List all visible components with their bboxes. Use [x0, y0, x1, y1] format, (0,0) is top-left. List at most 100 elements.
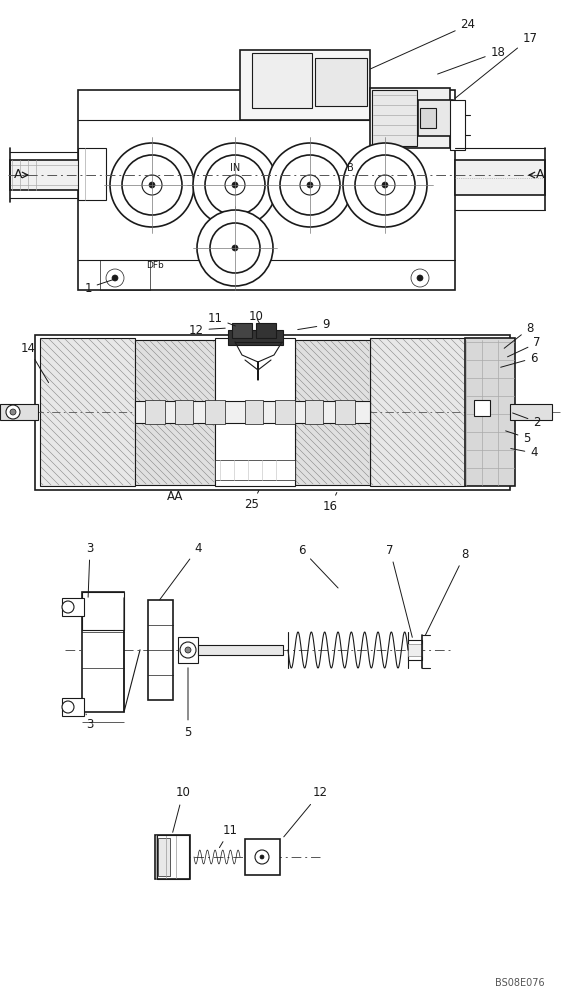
Text: 11: 11 [219, 824, 237, 848]
Bar [148, 600, 173, 700]
Text: 12: 12 [284, 786, 328, 837]
Circle shape [112, 275, 118, 281]
Text: 10: 10 [249, 310, 263, 324]
Bar [370, 338, 465, 486]
Text: 16: 16 [323, 493, 337, 514]
Text: 9: 9 [298, 318, 330, 332]
Text: 5: 5 [506, 431, 531, 444]
Bar [78, 148, 106, 200]
Text: A: A [536, 167, 544, 180]
Bar [135, 340, 215, 485]
Text: 8: 8 [504, 322, 534, 348]
Bar [232, 323, 252, 338]
Bar [455, 160, 545, 195]
Text: BS08E076: BS08E076 [495, 978, 545, 988]
Text: IN: IN [230, 163, 240, 173]
Text: 4: 4 [160, 542, 202, 600]
Text: 14: 14 [20, 342, 49, 383]
Text: 7: 7 [386, 544, 412, 637]
Text: 6: 6 [298, 544, 338, 588]
Circle shape [417, 275, 423, 281]
Bar [510, 404, 552, 420]
Circle shape [307, 182, 313, 188]
Circle shape [343, 143, 427, 227]
Bar [135, 401, 370, 423]
Text: 8: 8 [425, 548, 469, 636]
Text: DFb: DFb [146, 260, 164, 269]
Bar [62, 698, 84, 716]
Text: 5: 5 [184, 668, 192, 738]
Circle shape [185, 647, 191, 653]
Circle shape [122, 155, 182, 215]
Text: 3: 3 [86, 714, 94, 730]
Text: 10: 10 [173, 786, 191, 832]
Text: 1: 1 [84, 279, 116, 294]
Bar [215, 460, 295, 480]
Circle shape [142, 175, 162, 195]
Bar [62, 598, 84, 616]
Bar [335, 400, 355, 424]
Circle shape [355, 155, 415, 215]
Circle shape [205, 155, 265, 215]
Circle shape [110, 143, 194, 227]
Text: 7: 7 [508, 336, 541, 357]
Circle shape [260, 855, 264, 859]
Text: 3: 3 [86, 542, 94, 597]
Text: 2: 2 [513, 413, 541, 428]
Circle shape [280, 155, 340, 215]
Circle shape [180, 642, 196, 658]
Bar [10, 160, 80, 190]
Text: A: A [14, 167, 22, 180]
Bar [372, 90, 417, 146]
Circle shape [232, 182, 238, 188]
Bar [158, 838, 170, 876]
Bar [82, 592, 124, 712]
Circle shape [193, 143, 277, 227]
Bar [40, 338, 135, 486]
Bar [245, 839, 280, 875]
Bar [450, 100, 465, 150]
Circle shape [232, 245, 238, 251]
Circle shape [62, 701, 74, 713]
Circle shape [300, 175, 320, 195]
Text: 12: 12 [188, 324, 225, 336]
Circle shape [197, 210, 273, 286]
Bar [228, 330, 283, 345]
Bar [198, 645, 283, 655]
Text: B: B [347, 163, 354, 173]
Bar [420, 108, 436, 128]
Bar [100, 260, 150, 290]
Bar [245, 400, 263, 424]
Circle shape [225, 175, 245, 195]
Bar [0, 404, 38, 420]
Bar [408, 644, 422, 656]
Circle shape [375, 175, 395, 195]
Bar [155, 835, 190, 879]
Text: 4: 4 [511, 446, 537, 460]
Bar [175, 400, 193, 424]
Circle shape [10, 409, 16, 415]
Bar [178, 637, 198, 663]
Bar [157, 835, 189, 879]
Bar [256, 323, 276, 338]
Bar [370, 88, 450, 148]
Circle shape [149, 182, 155, 188]
Text: 17: 17 [455, 31, 537, 98]
Circle shape [255, 850, 269, 864]
Bar [465, 338, 515, 486]
Circle shape [382, 182, 388, 188]
Bar [408, 640, 422, 660]
Bar [215, 338, 295, 486]
Bar [315, 58, 367, 106]
Text: 18: 18 [438, 45, 505, 74]
Circle shape [62, 601, 74, 613]
Bar [78, 90, 455, 290]
Text: AA: AA [167, 490, 183, 504]
Text: 6: 6 [501, 352, 537, 367]
Bar [35, 335, 510, 490]
Bar [295, 340, 370, 485]
Text: 25: 25 [245, 491, 259, 512]
Bar [305, 400, 323, 424]
Text: 24: 24 [371, 18, 475, 69]
Circle shape [268, 143, 352, 227]
